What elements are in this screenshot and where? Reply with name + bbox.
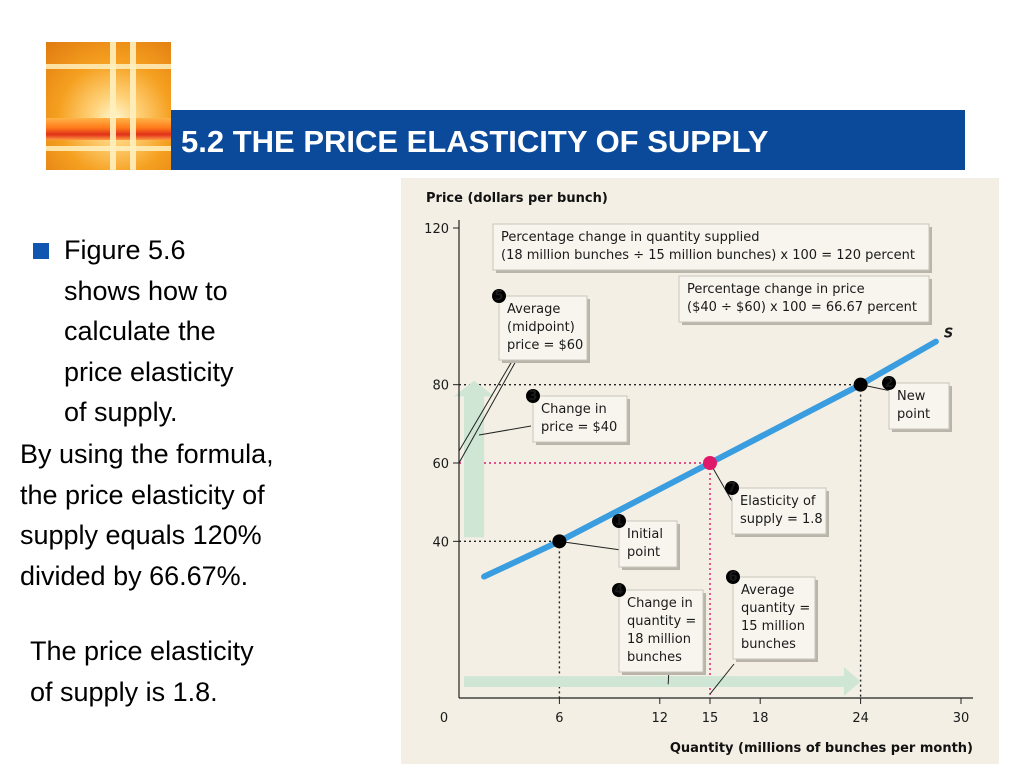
supply-curve-label: S	[944, 327, 953, 342]
x-tick-label: 15	[702, 711, 719, 726]
callout-leader-line	[478, 425, 532, 436]
callout-leader-line	[709, 663, 735, 695]
change-in-quantity-callout-line: quantity =	[627, 614, 696, 629]
step-number: 7	[727, 481, 736, 496]
step-number-badge	[526, 389, 540, 403]
bullet-line: price elasticity	[64, 356, 234, 387]
callout-leader-line	[559, 540, 622, 551]
elasticity-callout-line: Elasticity of	[740, 494, 816, 509]
average-price-callout-line: Average	[507, 302, 560, 317]
new-point-callout	[888, 382, 950, 430]
paragraph-line: By using the formula,	[20, 439, 274, 469]
y-tick-label: 80	[432, 379, 449, 394]
x-tick-label: 12	[652, 711, 669, 726]
elasticity-callout	[731, 487, 827, 535]
step-number-badge	[492, 289, 506, 303]
bullet-line: of supply.	[64, 397, 178, 427]
price-change-box-line: Percentage change in price	[687, 282, 865, 297]
logo-image	[46, 42, 171, 170]
change-in-price-callout-line: price = $40	[541, 420, 617, 435]
step-number: 5	[494, 289, 503, 304]
average-quantity-callout	[732, 576, 816, 660]
initial-point-callout-line: Initial	[627, 527, 663, 542]
bullet-line: Figure 5.6	[64, 235, 186, 265]
midpoint-marker	[703, 456, 717, 470]
price-change-box	[678, 275, 930, 323]
step-number: 2	[884, 376, 893, 391]
new-point-callout-line: New	[897, 389, 926, 404]
change-in-price-callout-line: Change in	[541, 402, 607, 417]
bullet-text: Figure 5.6 shows how to calculate the pr…	[64, 230, 234, 433]
conclusion-paragraph: The price elasticity of supply is 1.8.	[30, 631, 254, 712]
new-point-callout-line: point	[897, 407, 930, 422]
price-change-arrow	[453, 380, 495, 538]
bullet-square-icon	[33, 243, 49, 259]
change-in-quantity-callout-line: Change in	[627, 596, 693, 611]
slide-title: 5.2 THE PRICE ELASTICITY OF SUPPLY	[181, 124, 769, 159]
change-in-price-callout	[532, 395, 628, 443]
quantity-change-box	[492, 223, 930, 271]
step-number-badge	[612, 514, 626, 528]
x-tick-label: 18	[752, 711, 769, 726]
paragraph-line: divided by 66.67%.	[20, 560, 249, 591]
step-number-badge	[882, 376, 896, 390]
step-number-badge	[726, 570, 740, 584]
initial-point-callout	[618, 520, 678, 568]
x-tick-label: 24	[852, 711, 869, 726]
initial-point-marker	[552, 534, 567, 549]
formula-paragraph: By using the formula, the price elastici…	[20, 434, 274, 596]
paragraph-line: The price elasticity	[30, 636, 254, 666]
elasticity-callout-line: supply = 1.8	[740, 512, 823, 527]
new-point-marker	[853, 377, 868, 392]
average-price-callout-line: (midpoint)	[507, 320, 575, 335]
step-number-badge	[725, 481, 739, 495]
average-price-callout-line: price = $60	[507, 338, 583, 353]
average-quantity-callout-line: quantity =	[741, 601, 810, 616]
step-number-badge	[612, 583, 626, 597]
title-bar: 5.2 THE PRICE ELASTICITY OF SUPPLY	[171, 110, 965, 170]
callout-leader-line	[458, 351, 522, 464]
average-quantity-callout-line: 15 million	[741, 619, 805, 634]
step-number: 3	[528, 389, 537, 404]
y-tick-label: 120	[424, 222, 449, 237]
bullet-line: shows how to	[64, 275, 228, 306]
paragraph-line: of supply is 1.8.	[30, 676, 218, 707]
bullet-line: calculate the	[64, 316, 216, 346]
step-number: 1	[614, 514, 623, 529]
x-tick-label: 6	[555, 711, 563, 726]
x-tick-label: 30	[953, 711, 970, 726]
change-in-quantity-callout	[618, 589, 704, 673]
y-tick-label: 60	[432, 457, 449, 472]
step-number: 4	[614, 583, 623, 598]
quantity-change-box-line: Percentage change in quantity supplied	[501, 230, 760, 245]
x-tick-label: 0	[440, 711, 448, 726]
initial-point-callout-line: point	[627, 545, 660, 560]
quantity-change-box-line: (18 million bunches ÷ 15 million bunches…	[501, 248, 915, 263]
paragraph-line: supply equals 120%	[20, 520, 262, 550]
quantity-change-arrow	[464, 667, 861, 697]
change-in-quantity-callout-line: 18 million	[627, 632, 691, 647]
change-in-quantity-callout-line: bunches	[627, 650, 682, 665]
callout-leader-line	[458, 345, 522, 452]
price-change-box-line: ($40 ÷ $60) x 100 = 66.67 percent	[687, 300, 917, 315]
average-quantity-callout-line: Average	[741, 583, 794, 598]
paragraph-line: the price elasticity of	[20, 479, 265, 510]
step-number: 6	[728, 570, 737, 585]
x-axis-title: Quantity (millions of bunches per month)	[670, 741, 973, 756]
average-quantity-callout-line: bunches	[741, 637, 796, 652]
y-tick-label: 40	[432, 535, 449, 550]
y-axis-title: Price (dollars per bunch)	[426, 191, 608, 206]
average-price-callout	[498, 295, 588, 361]
